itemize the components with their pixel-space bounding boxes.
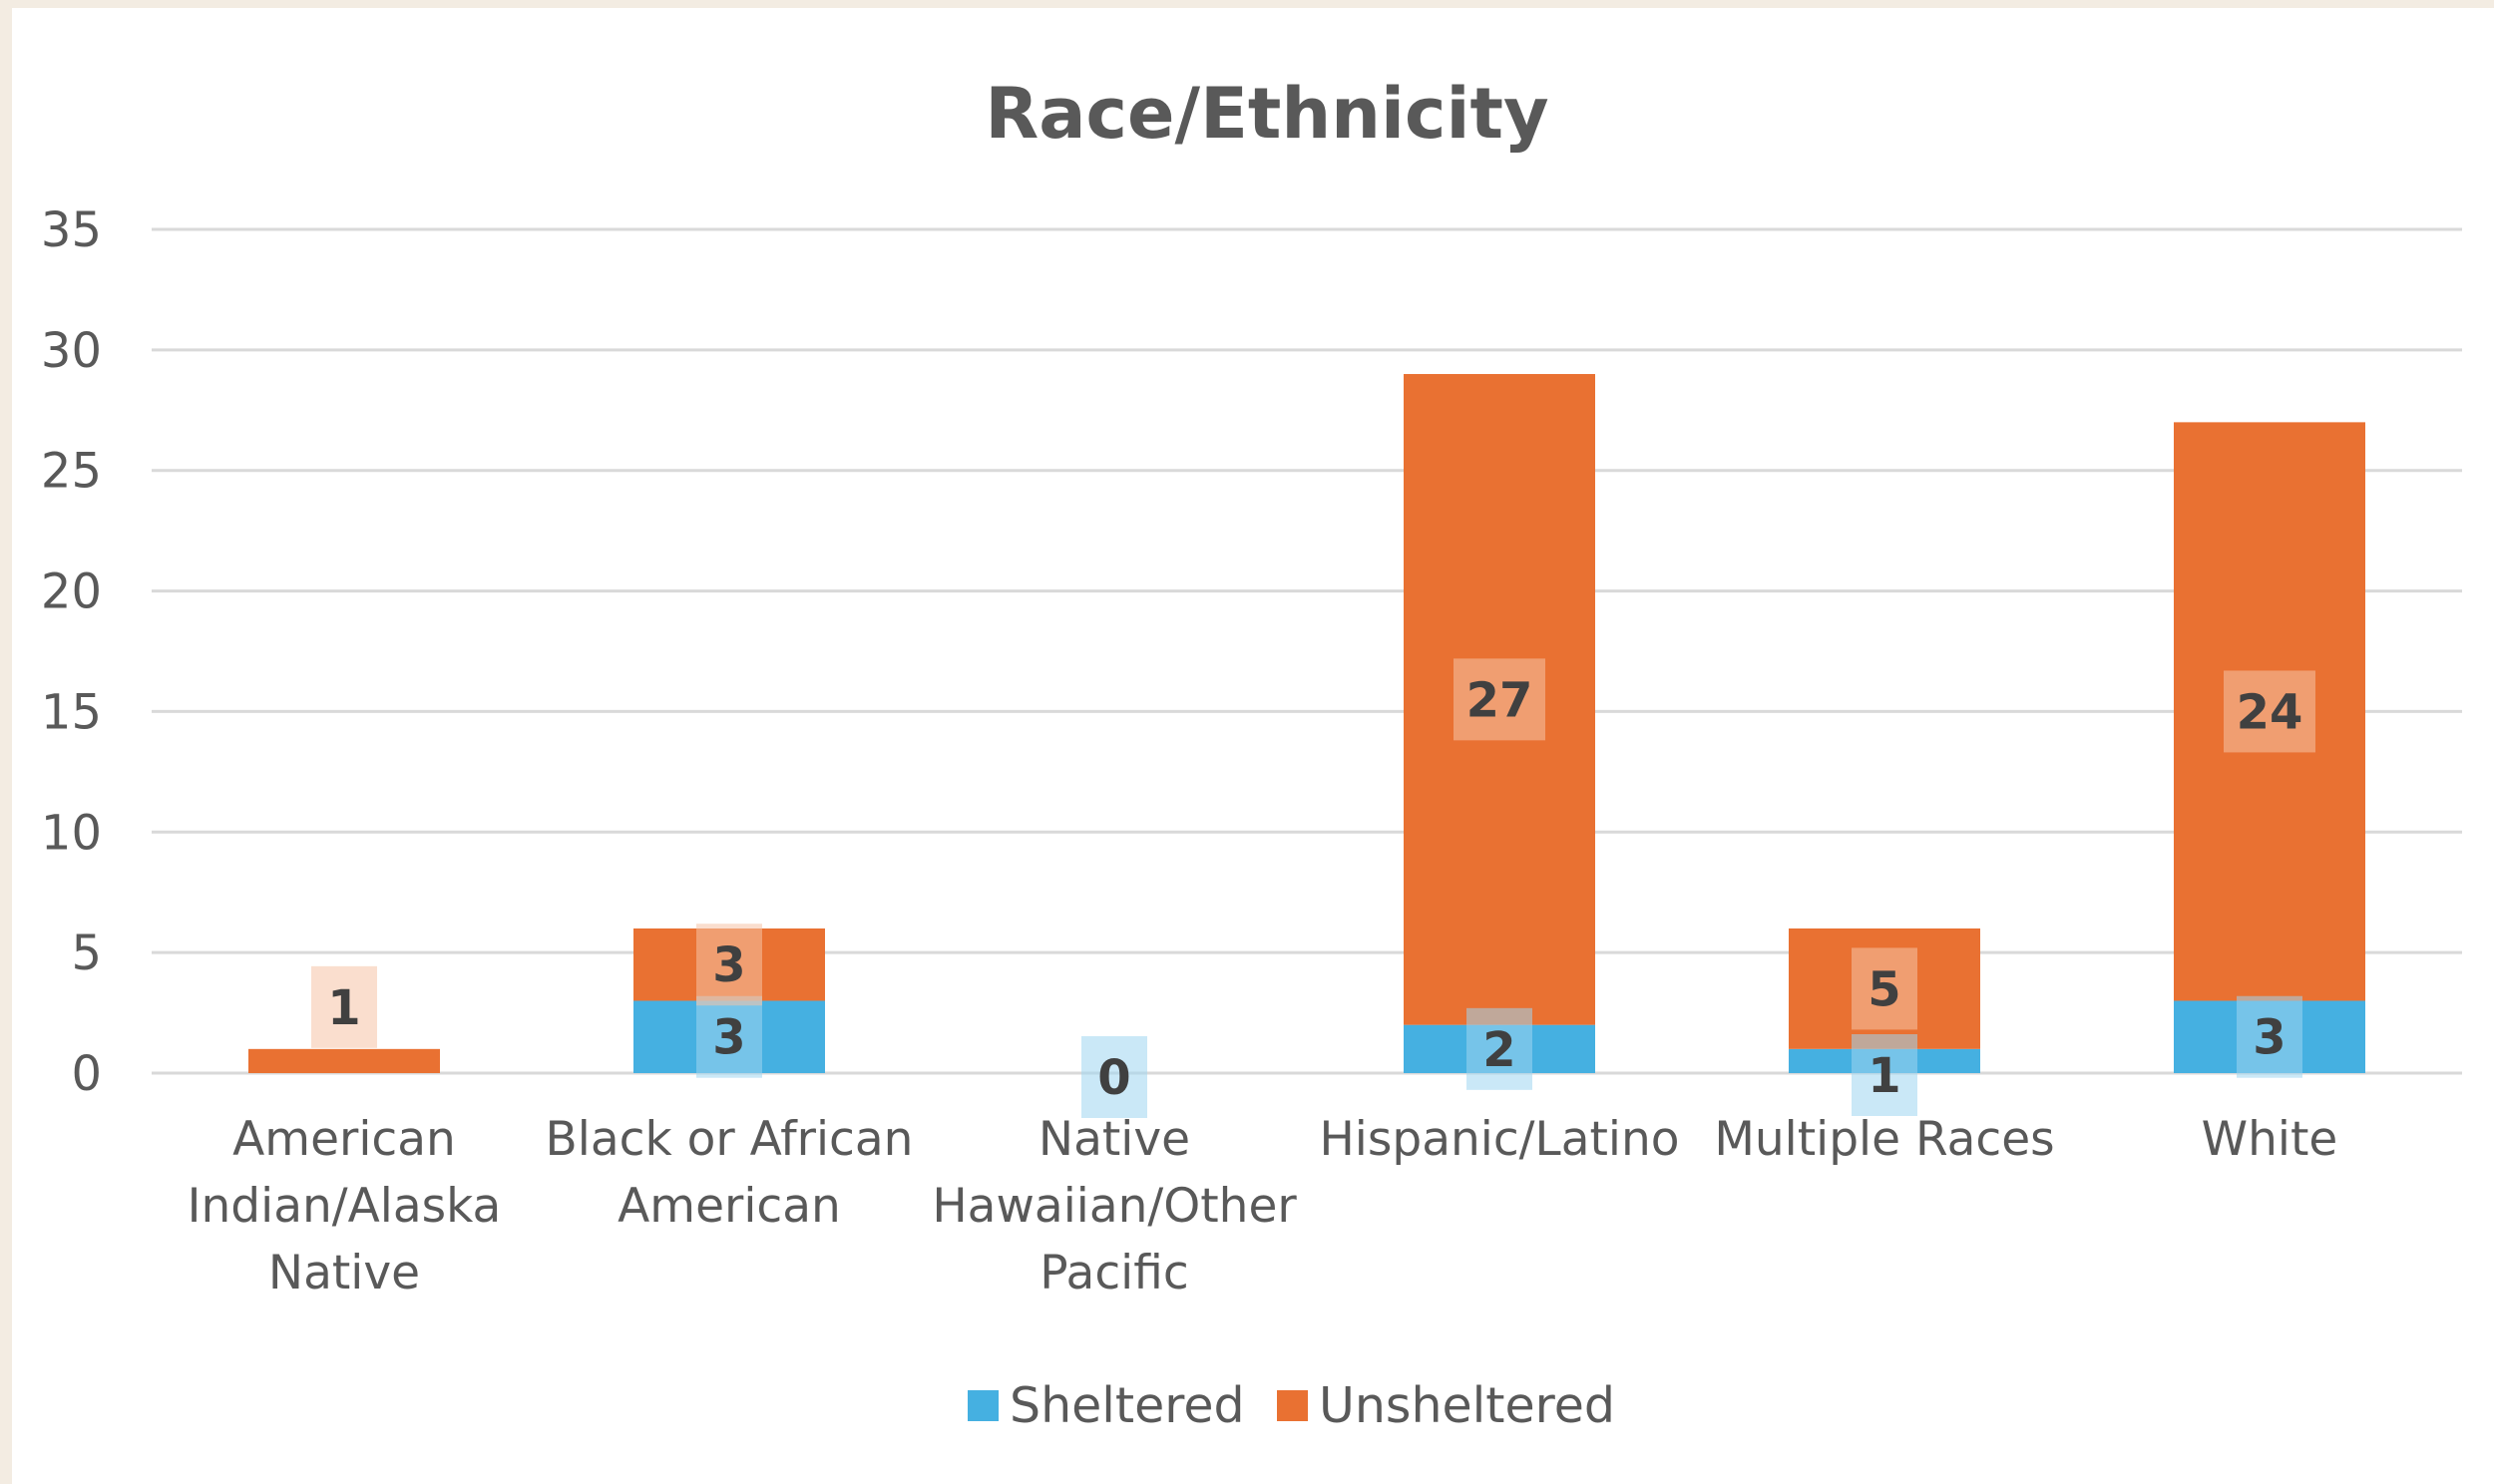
x-tick-label: Native Hawaiian/Other Pacific: [932, 1112, 1297, 1300]
legend-label-sheltered: Sheltered: [1010, 1377, 1245, 1434]
y-tick-label: 20: [41, 564, 102, 620]
legend-swatch-unsheltered: [1277, 1390, 1308, 1421]
data-label-unsheltered: 3: [712, 937, 745, 993]
data-label-sheltered: 3: [712, 1010, 745, 1066]
y-axis: 0 5 10 15 20 25 30 35: [41, 202, 102, 1102]
data-label-sheltered-bg: [2237, 995, 2302, 1078]
x-tick-label: Multiple Races: [1714, 1112, 2054, 1167]
gridlines: [152, 227, 2462, 1075]
data-label-unsheltered-bg: [696, 924, 762, 1006]
data-label-unsheltered: 27: [1466, 672, 1533, 728]
y-tick-label: 15: [41, 684, 102, 740]
y-tick-label: 35: [41, 202, 102, 258]
legend-swatch-sheltered: [968, 1390, 999, 1421]
data-label-sheltered: 2: [1482, 1022, 1515, 1078]
y-tick-label: 30: [41, 323, 102, 379]
data-label-unsheltered-bg: [2224, 670, 2315, 753]
bars: [248, 374, 2365, 1073]
y-tick-label: 10: [41, 805, 102, 861]
data-label-sheltered: 0: [1097, 1050, 1130, 1106]
data-label-unsheltered-bg: [1454, 658, 1545, 741]
x-tick-label: Black or African American: [546, 1112, 914, 1234]
y-tick-label: 0: [71, 1046, 102, 1102]
chart-title: Race/Ethnicity: [985, 73, 1548, 155]
data-label-unsheltered: 1: [327, 980, 360, 1036]
data-label-sheltered: 1: [1868, 1048, 1900, 1104]
data-label-sheltered-bg: [1852, 1034, 1917, 1116]
data-label-unsheltered-bg: [1852, 947, 1917, 1030]
y-tick-label: 5: [71, 926, 102, 981]
data-label-unsheltered: 24: [2237, 684, 2303, 740]
data-label-sheltered-bg: [1081, 1036, 1147, 1118]
data-label-unsheltered: 5: [1868, 961, 1900, 1017]
y-tick-label: 25: [41, 444, 102, 500]
legend: Sheltered Unsheltered: [968, 1377, 1615, 1434]
data-label-sheltered: 3: [2253, 1010, 2286, 1066]
data-label-unsheltered-bg: [311, 965, 377, 1048]
x-axis: American Indian/Alaska Native Black or Afri…: [188, 1112, 2338, 1300]
data-label-sheltered-bg: [696, 995, 762, 1078]
x-tick-label: White: [2202, 1112, 2338, 1167]
data-label-sheltered-bg: [1466, 1007, 1532, 1090]
chart-card: Race/Ethnicity 1 3 3 0 2 27 1 5 3 24 0 5 10 15 20 25 30…: [12, 8, 2494, 1484]
bar-unsheltered-0: [248, 1048, 440, 1073]
x-tick-label: Hispanic/Latino: [1319, 1112, 1679, 1167]
x-tick-label: American Indian/Alaska Native: [188, 1112, 502, 1300]
legend-label-unsheltered: Unsheltered: [1319, 1377, 1615, 1434]
